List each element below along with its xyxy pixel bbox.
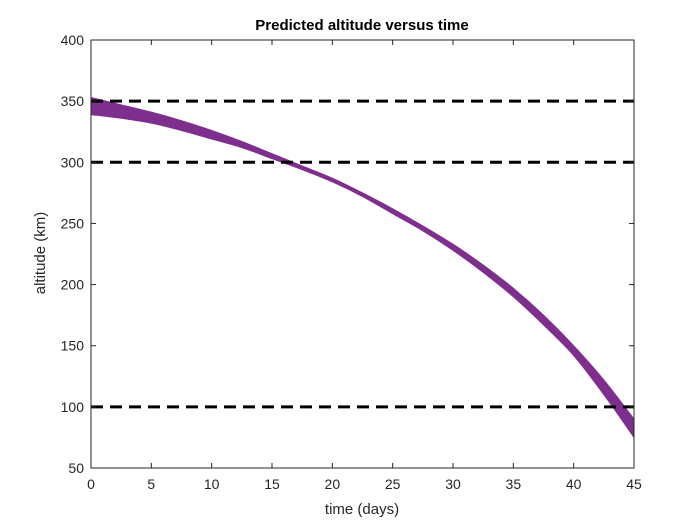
chart-title: Predicted altitude versus time xyxy=(255,17,468,34)
y-tick-label: 400 xyxy=(61,32,85,48)
y-axis-label: altitude (km) xyxy=(32,212,49,295)
x-tick-label: 10 xyxy=(204,476,220,492)
x-tick-label: 0 xyxy=(87,476,95,492)
plot-area: 0 5 10 15 20 25 30 35 40 45 50 100 150 200 250 300 350 40… xyxy=(61,32,642,492)
y-tick-label: 300 xyxy=(61,154,85,170)
y-tick-label: 250 xyxy=(61,215,85,231)
y-tick-label: 200 xyxy=(61,277,85,293)
y-tick-label: 50 xyxy=(68,460,84,476)
y-tick-label: 350 xyxy=(61,93,85,109)
x-tick-label: 45 xyxy=(626,476,642,492)
x-tick-label: 5 xyxy=(147,476,155,492)
y-tick-label: 100 xyxy=(61,399,85,415)
x-axis-label: time (days) xyxy=(325,501,399,518)
x-tick-label: 15 xyxy=(264,476,280,492)
x-tick-label: 25 xyxy=(385,476,401,492)
x-tick-label: 40 xyxy=(566,476,582,492)
plot-frame xyxy=(90,39,635,469)
y-tick-label: 150 xyxy=(61,338,85,354)
x-tick-label: 20 xyxy=(325,476,341,492)
x-tick-label: 30 xyxy=(445,476,461,492)
plot-background xyxy=(91,40,634,468)
x-tick-label: 35 xyxy=(506,476,522,492)
